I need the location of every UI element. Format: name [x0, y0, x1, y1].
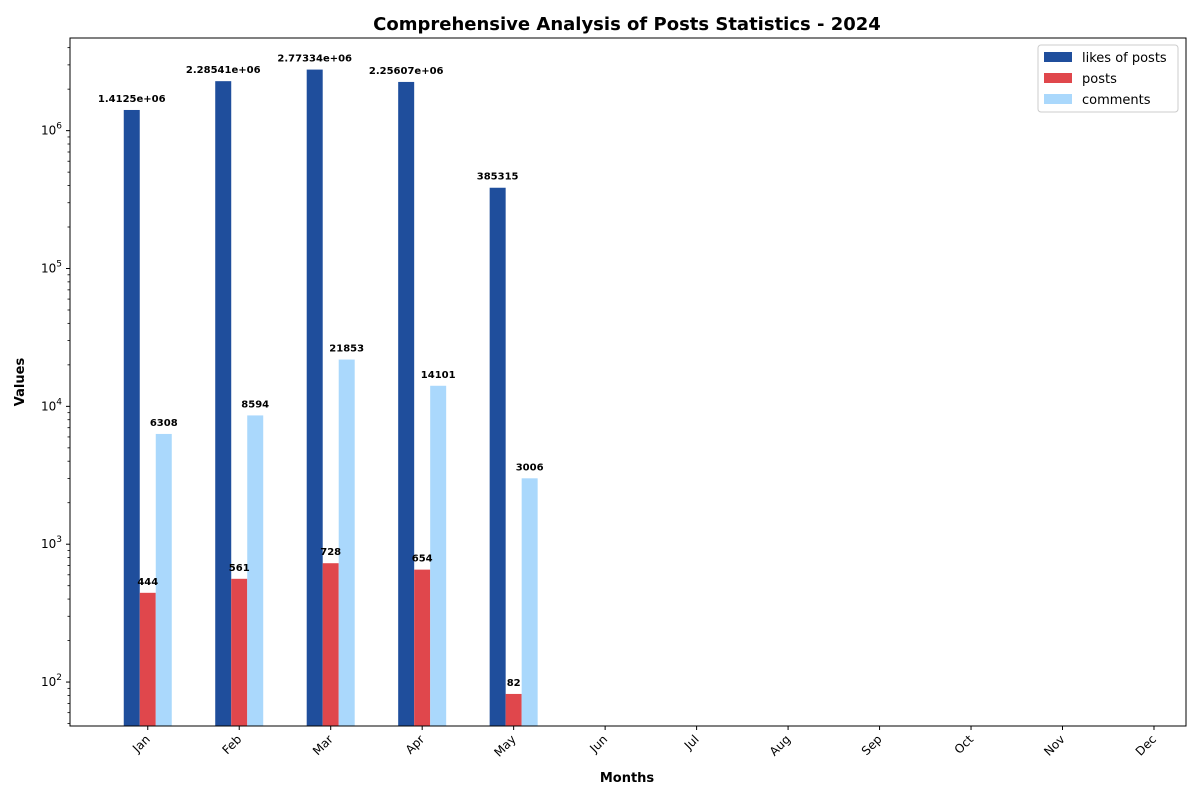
y-tick-label: 106	[41, 122, 62, 138]
data-label: 444	[137, 577, 158, 588]
legend-label: posts	[1082, 72, 1117, 87]
legend-swatch	[1044, 52, 1072, 62]
x-tick-label: Jun	[586, 732, 610, 756]
legend-swatch	[1044, 94, 1072, 104]
bar-apr-comments	[430, 385, 447, 726]
x-tick-label: Jan	[129, 732, 153, 756]
bar-mar-likes-of-posts	[306, 69, 323, 727]
y-tick-label: 103	[41, 535, 62, 551]
data-label: 6308	[150, 418, 178, 429]
bar-may-likes-of-posts	[489, 187, 506, 727]
bars-group	[123, 69, 538, 727]
bar-feb-comments	[247, 415, 264, 726]
y-axis-label: Values	[13, 358, 28, 407]
axes-group: 102 103 104 105 106 Jan Feb Mar Apr May Jun Jul Aug S…	[41, 37, 1187, 760]
data-label: 14101	[421, 370, 456, 381]
x-tick-label: Jul	[681, 732, 702, 753]
data-label: 385315	[477, 172, 519, 183]
data-label: 21853	[329, 344, 364, 355]
bar-apr-likes-of-posts	[398, 81, 415, 727]
legend-label: likes of posts	[1082, 51, 1167, 66]
bar-mar-comments	[338, 359, 355, 726]
legend-label: comments	[1082, 93, 1151, 108]
bar-apr-posts	[414, 569, 431, 726]
bar-feb-likes-of-posts	[215, 81, 232, 726]
x-tick-label: Aug	[767, 732, 793, 758]
data-label: 1.4125e+06	[98, 94, 166, 105]
data-label: 728	[320, 547, 341, 558]
x-tick-label: Nov	[1041, 732, 1067, 758]
data-label: 82	[507, 678, 521, 689]
bar-mar-posts	[322, 563, 339, 726]
y-tick-label: 102	[41, 673, 62, 689]
data-label: 2.28541e+06	[186, 65, 261, 76]
data-labels-group: 1.4125e+06 2.28541e+06 2.77334e+06 2.25607e…	[98, 54, 544, 689]
legend-box	[1037, 44, 1179, 113]
bar-jan-posts	[139, 592, 156, 726]
x-axis-label: Months	[600, 771, 655, 786]
x-tick-label: Dec	[1133, 732, 1159, 758]
legend: likes of posts posts comments	[1037, 44, 1179, 113]
data-label: 2.25607e+06	[369, 66, 444, 77]
x-tick-label: Sep	[859, 732, 885, 758]
x-tick-label: Apr	[403, 732, 428, 757]
y-tick-label: 105	[41, 260, 62, 276]
x-tick-label: Oct	[952, 732, 977, 757]
data-label: 561	[229, 563, 250, 574]
data-label: 654	[412, 554, 433, 565]
plot-frame	[69, 37, 1187, 727]
legend-swatch	[1044, 73, 1072, 83]
bar-feb-posts	[231, 578, 248, 726]
data-label: 3006	[516, 462, 544, 473]
bar-jan-comments	[155, 433, 172, 726]
bar-may-comments	[521, 478, 538, 726]
bar-jan-likes-of-posts	[123, 109, 140, 726]
bar-may-posts	[505, 693, 522, 726]
data-label: 8594	[241, 399, 269, 410]
data-label: 2.77334e+06	[277, 54, 352, 65]
y-tick-label: 104	[41, 397, 62, 413]
x-tick-label: May	[491, 732, 518, 759]
x-tick-label: Feb	[219, 732, 244, 757]
x-tick-label: Mar	[310, 732, 336, 758]
chart-title: Comprehensive Analysis of Posts Statisti…	[373, 14, 881, 35]
